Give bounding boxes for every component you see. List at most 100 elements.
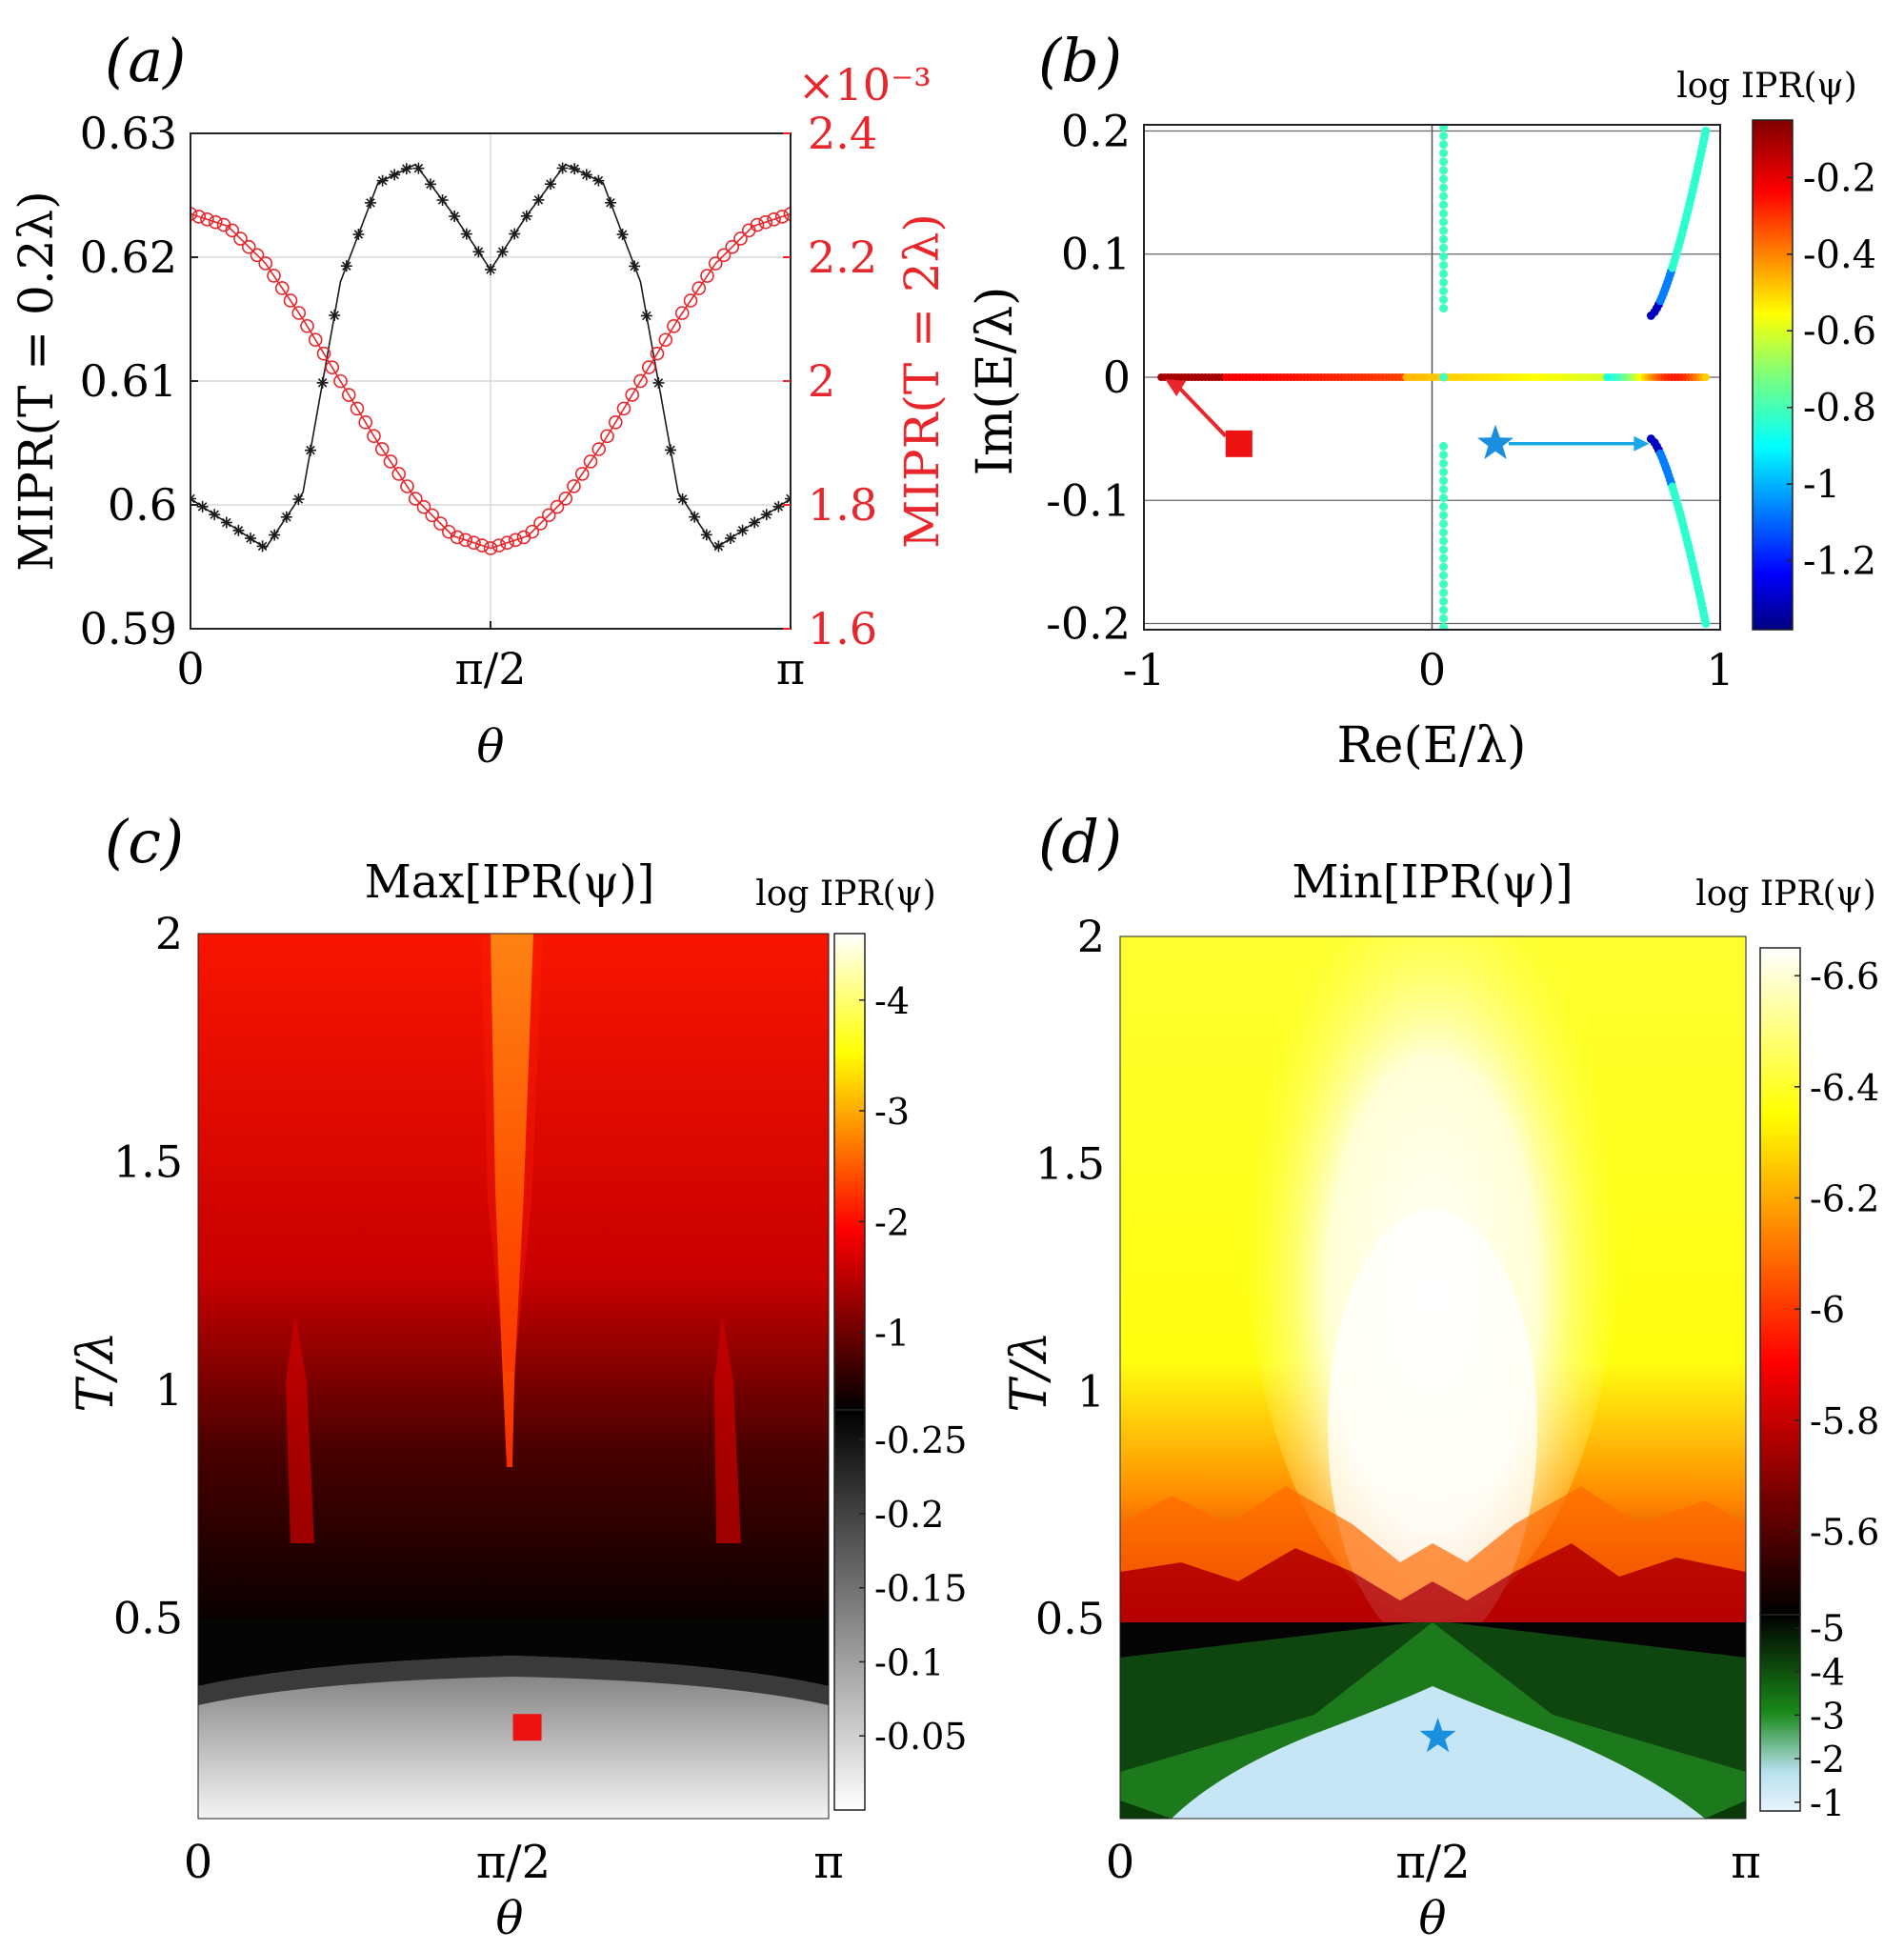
panel-a-circle-point (433, 516, 448, 531)
panel-d: 0 π/2 π 0.5 1 1.5 2 Min[IPR(ψ)] θ T/λ -6.6 -6.4… (1001, 855, 1879, 1945)
panel-a-asterisk-point (785, 493, 791, 505)
panel-c-colorbar-tick-label: -1 (874, 1313, 910, 1355)
panel-a-circle-point (358, 415, 373, 430)
panel-b-point (1439, 536, 1449, 546)
panel-a-asterisk-point (316, 376, 329, 389)
panel-c-ticks: 0 π/2 π 0.5 1 1.5 2 (113, 908, 844, 1889)
panel-a-ytick-label-right: 2.2 (808, 231, 877, 283)
panel-a-circle-point (716, 248, 732, 263)
panel-b-point (1439, 613, 1449, 623)
panel-a-asterisk-point (569, 163, 581, 175)
panel-d-colorbar-tick-label: -1 (1810, 1782, 1845, 1824)
panel-a-asterisk-point (232, 524, 245, 536)
panel-b-xtick-label: 0 (1418, 644, 1446, 695)
panel-b-colorbar-tick-label: -0.8 (1803, 387, 1876, 431)
panel-a-asterisk-point (460, 228, 472, 240)
panel-a-series-red-line (190, 212, 791, 550)
panel-a-asterisk-point (629, 260, 641, 272)
panel-c-xlabel: θ (496, 1892, 524, 1945)
panel-a-circle-point (674, 306, 690, 320)
panel-b-colorbar-tick-label: -0.4 (1803, 233, 1876, 277)
panel-a-circle-point (291, 306, 307, 320)
panel-a-asterisk-point (772, 500, 785, 513)
panel-b-point (1439, 149, 1449, 158)
panel-a-asterisk-point (376, 174, 389, 187)
panel-b-point (1439, 450, 1449, 459)
panel-b-point (1439, 287, 1449, 296)
panel-b-ytick-label: 0.2 (1061, 105, 1131, 156)
panel-a-circle-point (758, 214, 773, 230)
panel-b-point (1439, 493, 1449, 503)
panel-a-circle-point (683, 293, 698, 308)
panel-a-asterisk-point (689, 511, 701, 523)
panel-a-circle-point (308, 332, 323, 348)
panel-b-point (1439, 596, 1449, 606)
panel-a-circle-point (416, 499, 431, 514)
panel-a-circle-point (783, 207, 791, 221)
panel-label-d: (d) (1038, 807, 1122, 876)
panel-a-circle-point (191, 210, 207, 224)
panel-b-point (1439, 632, 1448, 640)
panel-b-point (1439, 183, 1449, 192)
panel-b-point (1439, 166, 1449, 175)
panel-a-asterisk-point (412, 162, 425, 174)
panel-d-ytick-label: 0.5 (1035, 1593, 1105, 1644)
panel-c-colorbar-tick-label: -3 (874, 1091, 910, 1133)
panel-a-asterisk-point (520, 210, 532, 222)
panel-b-point (1439, 260, 1449, 270)
panel-label-b: (b) (1038, 26, 1122, 95)
panel-a-circle-point (625, 388, 640, 402)
panel-c-colorbar-label: log IPR(ψ) (755, 875, 936, 914)
panel-c-ytick-label: 1.5 (113, 1136, 183, 1187)
panel-a-circle-point (774, 210, 790, 224)
panel-d-colorbar-tick-label: -2 (1810, 1739, 1845, 1780)
panel-a-circle-point (283, 293, 298, 308)
panel-b-xtick-label: 1 (1706, 644, 1734, 695)
panel-b-square-arrowhead (1165, 379, 1187, 396)
panel-d-title: Min[IPR(ψ)] (1292, 855, 1573, 909)
panel-a-circle-point (525, 524, 540, 539)
panel-a-circle-point (550, 499, 565, 514)
panel-a-asterisk-point (365, 196, 376, 209)
panel-a-asterisk-point (280, 511, 292, 523)
panel-a-circle-point (316, 346, 331, 361)
panel-a-circle-point (190, 207, 198, 221)
panel-b-point (1439, 502, 1449, 512)
panel-b-point (1439, 131, 1449, 141)
panel-a-asterisk-point (220, 516, 232, 529)
panel-d-star-marker (1419, 1718, 1456, 1753)
panel-b-xtick-label: -1 (1123, 644, 1166, 695)
panel-a-circle-point (225, 223, 240, 238)
panel-d-colorbar-green (1759, 1614, 1801, 1812)
panel-a-ytick-label-right: 1.6 (808, 603, 877, 654)
panel-b-point (1439, 209, 1449, 218)
panel-a-circle-point (725, 239, 740, 254)
panel-b-point (1439, 174, 1449, 184)
panel-a-ytick-label-right: 2 (808, 355, 835, 407)
panel-a-circle-point (267, 269, 281, 283)
panel-b-colorbar-tick-label: -0.6 (1803, 310, 1876, 353)
panel-a-ytick-label-left: 0.63 (80, 108, 177, 159)
panel-b-markers (1165, 379, 1650, 459)
panel-a-circle-point (458, 533, 473, 548)
panel-b: -1 0 1 -0.2 -0.1 0 0.1 0.2 Re(E/λ) Im(E/λ) -1.2… (967, 67, 1876, 774)
panel-a-ytick-label-left: 0.61 (80, 355, 177, 407)
panel-a-ylabel-right: MIPR(T = 2λ) (894, 213, 950, 549)
panel-a-circle-point (608, 415, 623, 430)
panel-a-xlabel: θ (477, 720, 505, 774)
panel-a-asterisk-point (652, 376, 665, 389)
panel-b-point (1439, 476, 1449, 486)
panel-b-point (1439, 528, 1449, 537)
panel-b-point (1701, 126, 1711, 135)
panel-a-ylabel-left: MIPR(T = 0.2λ) (9, 191, 64, 572)
panel-b-point (1701, 373, 1710, 381)
panel-a-circle-point (367, 429, 381, 444)
panel-a-asterisk-point (352, 229, 365, 241)
panel-b-colorbar-label: log IPR(ψ) (1676, 67, 1857, 106)
panel-a-circle-point (333, 373, 348, 389)
panel-b-point (1439, 269, 1449, 278)
panel-b-point (1439, 200, 1449, 210)
panel-a-circle-point (750, 217, 765, 232)
panel-b-point (1439, 458, 1449, 468)
panel-d-heatmap (1120, 936, 1746, 1819)
